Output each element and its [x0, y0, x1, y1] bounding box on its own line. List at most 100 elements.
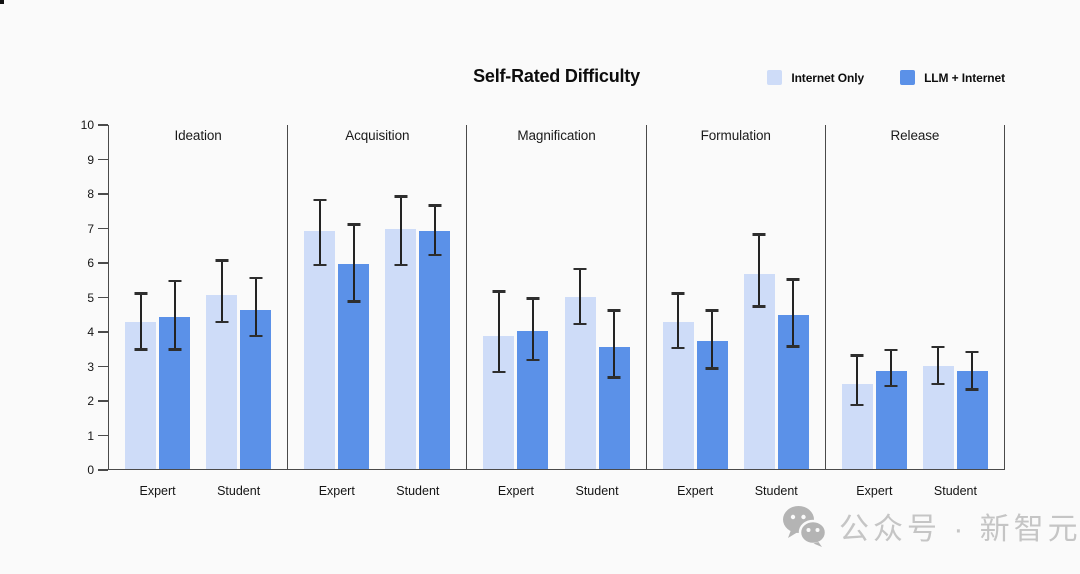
y-tick-label: 1 — [87, 428, 94, 443]
legend-item-llm-internet: LLM + Internet — [900, 70, 1005, 85]
y-tick-1: 1 — [76, 429, 108, 443]
error-bar — [352, 224, 355, 302]
panel-title: Ideation — [174, 128, 222, 143]
y-tick-label: 4 — [87, 325, 94, 339]
y-tick-0: 0 — [76, 463, 108, 477]
y-tick-mark — [98, 296, 108, 299]
bar-wrap — [956, 125, 988, 469]
y-tick-label: 10 — [80, 118, 94, 132]
bar-wrap — [777, 125, 809, 469]
y-tick-mark — [98, 434, 108, 437]
chart-title: Self-Rated Difficulty — [473, 66, 640, 86]
error-bar — [399, 196, 402, 266]
legend-label-internet-only: Internet Only — [791, 70, 865, 85]
error-bar — [433, 205, 436, 256]
bar-wrap — [125, 125, 157, 469]
y-tick-mark — [98, 331, 108, 333]
bar-group-expert: Expert — [483, 125, 549, 498]
bar-group-expert: Expert — [841, 125, 907, 498]
group-label: Expert — [139, 484, 176, 498]
error-bar — [758, 234, 761, 307]
group-label: Expert — [497, 484, 535, 498]
panel-magnification: Magnification Expert Student — [467, 125, 647, 498]
bar-wrap — [696, 125, 728, 469]
bar-wrap — [841, 125, 873, 469]
bar-wrap — [159, 125, 191, 469]
y-tick-10: 10 — [76, 118, 108, 132]
panel-title: Release — [890, 128, 940, 143]
error-bar — [579, 268, 582, 325]
group-label: Student — [933, 484, 977, 498]
bar-wrap — [517, 125, 549, 469]
error-bar — [677, 293, 680, 349]
bar-internet-only — [206, 294, 238, 469]
legend-swatch-internet-only — [767, 70, 783, 85]
bar-group-student: Student — [743, 125, 809, 498]
y-tick-6: 6 — [76, 256, 108, 270]
panel-formulation: Formulation Expert Student — [647, 125, 826, 498]
bar-wrap — [240, 125, 272, 469]
bar-group-expert: Expert — [662, 125, 728, 498]
plot-area: Ideation Expert Student Acquisition Expert St… — [108, 125, 1006, 498]
y-tick-2: 2 — [76, 394, 108, 408]
bar-wrap — [206, 125, 238, 469]
legend: Internet Only LLM + Internet — [767, 70, 1005, 85]
group-label: Student — [754, 484, 798, 498]
y-tick-label: 9 — [87, 152, 94, 167]
bar-group-student: Student — [922, 125, 988, 498]
y-tick-7: 7 — [76, 222, 108, 236]
y-tick-9: 9 — [76, 153, 108, 167]
bar-wrap — [419, 125, 451, 469]
error-bar — [711, 310, 714, 369]
y-tick-label: 2 — [87, 394, 94, 408]
y-tick-mark — [98, 365, 108, 368]
y-tick-label: 6 — [87, 256, 94, 270]
legend-label-llm-internet: LLM + Internet — [924, 70, 1005, 85]
bar-group-student: Student — [206, 125, 272, 498]
error-bar — [173, 280, 176, 350]
bar-group-expert: Expert — [125, 125, 191, 498]
group-label: Student — [217, 484, 261, 498]
panel-title: Acquisition — [345, 128, 410, 143]
error-bar — [971, 351, 974, 390]
group-label: Expert — [856, 484, 893, 498]
panel-release: Release Expert Student — [826, 125, 1006, 498]
bar-group-student: Student — [564, 125, 630, 498]
bar-wrap — [385, 125, 417, 469]
group-label: Expert — [677, 484, 714, 498]
y-tick-4: 4 — [76, 325, 108, 339]
watermark-text: 公众号 · 新智元 — [839, 513, 1080, 546]
y-tick-label: 5 — [87, 290, 94, 305]
legend-item-internet-only: Internet Only — [767, 70, 864, 85]
bar-group-expert: Expert — [304, 125, 370, 498]
bar-wrap — [922, 125, 954, 469]
y-tick-mark — [98, 124, 108, 126]
group-label: Student — [575, 484, 619, 498]
bar-group-student: Student — [385, 125, 451, 498]
y-tick-3: 3 — [76, 360, 108, 374]
panel-title: Magnification — [517, 128, 596, 143]
bar-wrap — [304, 125, 336, 469]
group-label: Expert — [318, 484, 355, 498]
corner-artifact — [0, 0, 4, 4]
y-tick-mark — [98, 227, 108, 230]
bar-wrap — [338, 125, 370, 469]
bar-wrap — [598, 125, 630, 469]
panel-title: Formulation — [700, 128, 771, 143]
error-bar — [792, 279, 795, 347]
bar-llm-internet — [419, 230, 451, 469]
error-bar — [497, 291, 500, 373]
error-bar — [937, 346, 940, 385]
error-bar — [890, 349, 893, 387]
bar-internet-only — [385, 229, 417, 469]
group-label: Student — [396, 484, 440, 498]
legend-swatch-llm-internet — [900, 70, 916, 85]
bar-wrap — [875, 125, 907, 469]
y-tick-label: 0 — [87, 463, 94, 477]
bar-wrap — [743, 125, 775, 469]
y-tick-8: 8 — [76, 187, 108, 201]
error-bar — [139, 293, 142, 350]
y-tick-mark — [98, 158, 108, 161]
y-axis: 0 1 2 3 4 5 6 7 8 9 10 — [56, 118, 108, 477]
bar-wrap — [564, 125, 596, 469]
